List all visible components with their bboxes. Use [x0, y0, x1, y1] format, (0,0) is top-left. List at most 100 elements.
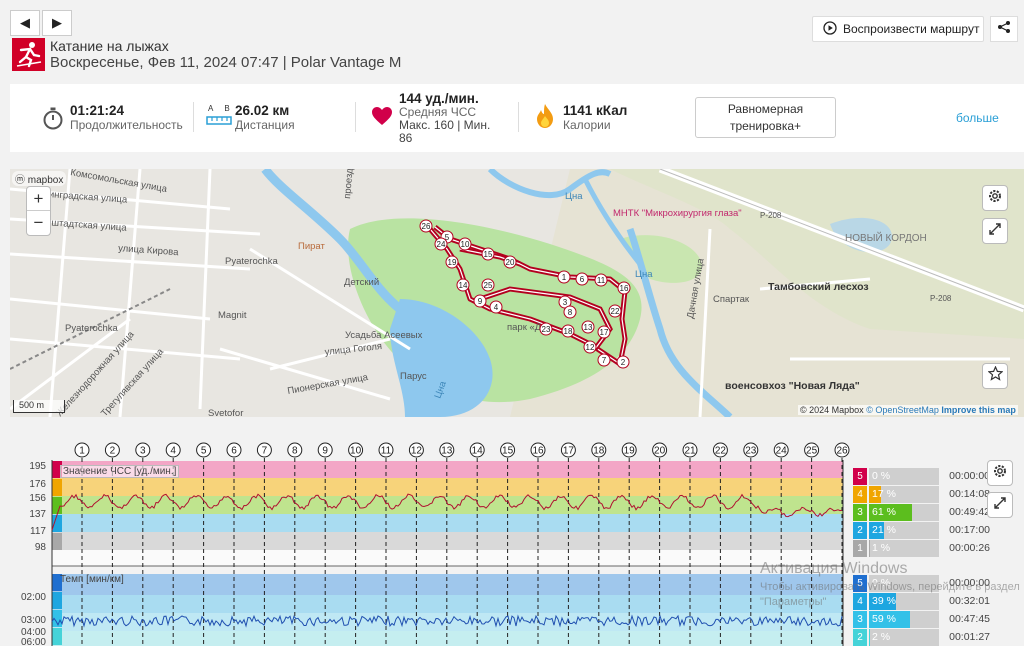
route-marker[interactable]: 10 — [458, 237, 472, 251]
lap-label: 11 — [381, 446, 392, 457]
svg-text:улица Кирова: улица Кирова — [118, 243, 180, 258]
lap-marker[interactable]: 1 — [74, 442, 90, 646]
pace-y-tick: 04:00 — [20, 627, 46, 638]
share-button[interactable] — [990, 16, 1018, 42]
route-marker[interactable]: 7 — [597, 353, 611, 367]
expand-icon — [988, 222, 1002, 241]
svg-text:24: 24 — [437, 240, 446, 249]
route-marker[interactable]: 20 — [503, 255, 517, 269]
zone-time: 00:00:00 — [949, 470, 990, 482]
lap-marker[interactable]: 16 — [530, 442, 546, 646]
lap-marker[interactable]: 18 — [591, 442, 607, 646]
replay-route-button[interactable]: Воспроизвести маршрут — [812, 16, 984, 42]
lap-marker[interactable]: 24 — [773, 442, 789, 646]
lap-marker[interactable]: 22 — [712, 442, 728, 646]
lap-marker[interactable]: 9 — [317, 442, 333, 646]
zone-time: 00:00:26 — [949, 542, 990, 554]
zoom-out-button[interactable]: − — [33, 213, 44, 232]
route-marker[interactable]: 12 — [583, 340, 597, 354]
lap-marker[interactable]: 13 — [439, 442, 455, 646]
route-marker[interactable]: 13 — [581, 320, 595, 334]
route-marker[interactable]: 3 — [558, 295, 572, 309]
zone-bar-fill — [869, 486, 881, 503]
route-marker[interactable]: 4 — [489, 300, 503, 314]
chevron-right-icon: ▶ — [52, 15, 62, 30]
improve-map-link[interactable]: Improve this map — [941, 405, 1016, 415]
lap-marker[interactable]: 4 — [165, 442, 181, 646]
lap-marker[interactable]: 7 — [256, 442, 272, 646]
route-marker[interactable]: 11 — [594, 273, 608, 287]
zone-bar-fill — [869, 504, 912, 521]
pace-panel-title: Темп [мин/км] — [60, 574, 124, 585]
duration-stat: 01:21:24 Продолжительность — [70, 103, 183, 132]
route-marker[interactable]: 14 — [456, 278, 470, 292]
route-map[interactable]: Комсомольская улица Ленинградская улица … — [10, 169, 1024, 417]
pace-series-line — [51, 614, 843, 628]
map-settings-button[interactable] — [982, 185, 1008, 211]
route-marker[interactable]: 2 — [616, 355, 630, 369]
route-marker[interactable]: 15 — [481, 247, 495, 261]
lap-marker[interactable]: 20 — [652, 442, 668, 646]
route-marker[interactable]: 23 — [539, 322, 553, 336]
skiing-icon — [12, 38, 45, 71]
zone-bar-track — [869, 575, 939, 592]
hr-y-tick: 98 — [34, 542, 46, 553]
prev-activity-button[interactable]: ◀ — [10, 10, 40, 36]
lap-marker[interactable]: 25 — [804, 442, 820, 646]
svg-text:Р-208: Р-208 — [930, 294, 952, 303]
lap-marker[interactable]: 2 — [104, 442, 120, 646]
route-marker[interactable]: 26 — [419, 219, 433, 233]
lap-label: 9 — [322, 446, 328, 457]
svg-text:25: 25 — [484, 281, 493, 290]
zone-number: 4 — [853, 593, 867, 610]
chart-settings-button[interactable] — [987, 460, 1013, 486]
lap-marker[interactable]: 17 — [560, 442, 576, 646]
lap-marker[interactable]: 14 — [469, 442, 485, 646]
osm-link[interactable]: © OpenStreetMap — [866, 405, 939, 415]
lap-marker[interactable]: 26 — [834, 442, 850, 646]
lap-label: 7 — [262, 446, 268, 457]
chart-expand-button[interactable] — [987, 492, 1013, 518]
svg-text:Парус: Парус — [400, 371, 427, 382]
hr-zone-band — [52, 461, 843, 478]
lap-marker[interactable]: 5 — [196, 442, 212, 646]
map-canvas: Комсомольская улица Ленинградская улица … — [10, 169, 1024, 417]
lap-marker[interactable]: 21 — [682, 442, 698, 646]
svg-text:18: 18 — [564, 327, 573, 336]
lap-marker[interactable]: 6 — [226, 442, 242, 646]
zone-number: 2 — [853, 522, 867, 539]
map-fullscreen-button[interactable] — [982, 218, 1008, 244]
next-activity-button[interactable]: ▶ — [42, 10, 72, 36]
lap-marker[interactable]: 15 — [500, 442, 516, 646]
lap-marker[interactable]: 11 — [378, 442, 394, 646]
svg-text:Pyaterochka: Pyaterochka — [225, 256, 279, 267]
lap-marker[interactable]: 23 — [743, 442, 759, 646]
lap-marker[interactable]: 3 — [135, 442, 151, 646]
route-marker[interactable]: 25 — [481, 278, 495, 292]
favorite-route-button[interactable] — [982, 363, 1008, 389]
route-marker[interactable]: 17 — [597, 325, 611, 339]
route-marker[interactable]: 24 — [434, 237, 448, 251]
zone-percent: 61 % — [872, 506, 896, 518]
svg-text:17: 17 — [600, 328, 609, 337]
route-marker[interactable]: 9 — [473, 294, 487, 308]
route-marker[interactable]: 19 — [445, 255, 459, 269]
route-marker[interactable]: 6 — [575, 272, 589, 286]
play-circle-icon — [823, 20, 837, 38]
training-benefit-button[interactable]: Равномерная тренировка+ — [695, 97, 836, 138]
lap-marker[interactable]: 8 — [287, 442, 303, 646]
route-marker[interactable]: 8 — [563, 305, 577, 319]
lap-marker[interactable]: 10 — [348, 442, 364, 646]
pace-zone-band — [52, 574, 843, 595]
zoom-in-button[interactable]: + — [27, 187, 50, 211]
gear-icon — [992, 463, 1008, 484]
route-marker[interactable]: 16 — [617, 281, 631, 295]
more-link[interactable]: больше — [956, 111, 999, 125]
route-marker[interactable]: 1 — [557, 270, 571, 284]
route-marker[interactable]: 22 — [608, 304, 622, 318]
lap-marker[interactable]: 12 — [408, 442, 424, 646]
lap-marker[interactable]: 19 — [621, 442, 637, 646]
map-scale: 500 m — [13, 400, 65, 413]
route-marker[interactable]: 18 — [561, 324, 575, 338]
